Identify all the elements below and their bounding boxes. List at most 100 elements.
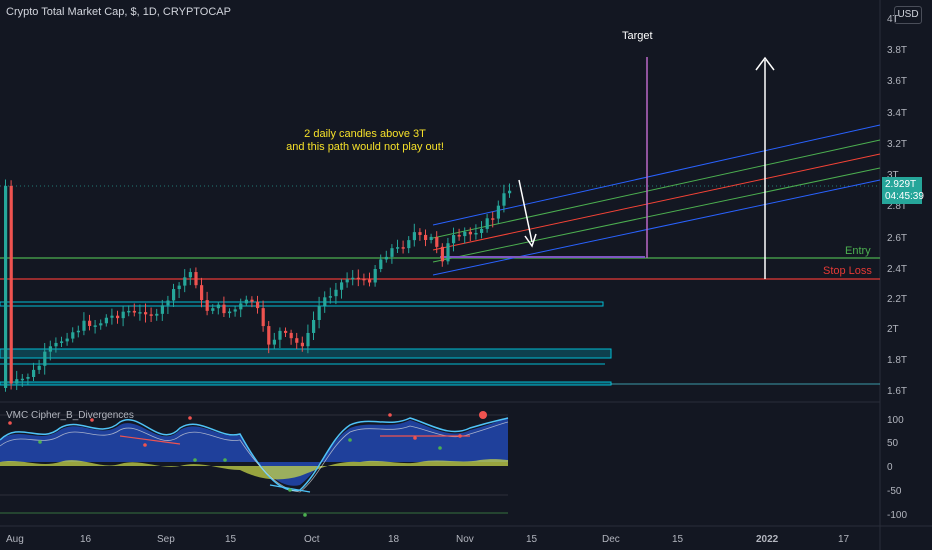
candle bbox=[244, 299, 248, 304]
entry-label: Entry bbox=[845, 245, 871, 257]
candle bbox=[278, 330, 282, 340]
price-axis-label: 3.4T bbox=[887, 108, 907, 119]
indicator-title[interactable]: VMC Cipher_B_Divergences bbox=[6, 410, 134, 421]
candle bbox=[295, 338, 299, 343]
currency-button[interactable]: USD bbox=[894, 6, 922, 24]
candle bbox=[138, 312, 142, 314]
candle bbox=[340, 282, 344, 290]
candle bbox=[26, 376, 30, 379]
time-axis-label: 15 bbox=[225, 534, 237, 545]
stop-loss-label: Stop Loss bbox=[823, 265, 872, 277]
candle bbox=[88, 320, 92, 326]
candle bbox=[99, 323, 103, 326]
candle bbox=[345, 279, 349, 283]
candle bbox=[216, 304, 220, 309]
candle bbox=[328, 296, 332, 298]
time-axis-label: Oct bbox=[304, 534, 320, 545]
price-axis-label: 4T bbox=[887, 14, 899, 25]
candle bbox=[60, 341, 64, 343]
price-axis[interactable]: 4T 3.8T 3.6T 3.4T 3.2T 3T 2.8T 2.6T 2.4T 2.2T 2T 1.… bbox=[887, 14, 907, 397]
time-axis-label: 2022 bbox=[756, 534, 779, 545]
time-axis[interactable]: Aug 16 Sep 15 Oct 18 Nov 15 Dec 15 2022 17 bbox=[6, 534, 850, 545]
candle bbox=[239, 303, 243, 310]
price-axis-label: 3.2T bbox=[887, 139, 907, 150]
candle bbox=[9, 185, 13, 384]
candle bbox=[418, 232, 422, 235]
candle bbox=[177, 285, 181, 290]
candle bbox=[93, 325, 97, 327]
candle bbox=[132, 310, 136, 313]
current-price: 2.929T bbox=[885, 179, 917, 190]
note-line-1: 2 daily candles above 3T bbox=[304, 128, 426, 140]
price-axis-label: 2.6T bbox=[887, 233, 907, 244]
time-axis-label: 15 bbox=[526, 534, 538, 545]
candle bbox=[384, 256, 388, 260]
indicator-axis-label: 50 bbox=[887, 438, 899, 449]
candle bbox=[396, 247, 400, 249]
candle-countdown: 04:45:39 bbox=[885, 191, 924, 202]
indicator-axis-label: 0 bbox=[887, 462, 893, 473]
candle bbox=[211, 308, 215, 311]
candle bbox=[188, 272, 192, 278]
candle bbox=[228, 311, 232, 314]
candle bbox=[424, 234, 428, 241]
candle bbox=[104, 317, 108, 324]
candle bbox=[15, 379, 19, 384]
candle bbox=[160, 305, 164, 314]
pitchfork-channel bbox=[432, 124, 881, 276]
candle bbox=[496, 205, 500, 219]
candle bbox=[435, 236, 439, 247]
candle bbox=[200, 285, 204, 301]
candle bbox=[43, 351, 47, 366]
indicator-axis-label: 100 bbox=[887, 415, 904, 426]
candle bbox=[390, 248, 394, 257]
price-axis-label: 3.6T bbox=[887, 76, 907, 87]
indicator-pane[interactable] bbox=[0, 411, 509, 517]
candle bbox=[429, 236, 433, 241]
candle bbox=[37, 365, 41, 370]
candle bbox=[485, 218, 489, 229]
time-axis-label: Dec bbox=[602, 534, 620, 545]
candlestick-series[interactable] bbox=[4, 179, 512, 392]
time-axis-label: 18 bbox=[388, 534, 400, 545]
candle bbox=[76, 330, 80, 333]
candle bbox=[256, 301, 260, 309]
candle bbox=[446, 243, 450, 262]
candle bbox=[323, 297, 327, 306]
candle bbox=[82, 320, 86, 331]
candle bbox=[20, 378, 24, 381]
target-label: Target bbox=[622, 30, 653, 42]
candle bbox=[149, 314, 153, 316]
price-axis-label: 1.8T bbox=[887, 355, 907, 366]
candle bbox=[317, 305, 321, 320]
price-axis-label: 1.6T bbox=[887, 386, 907, 397]
candle bbox=[172, 289, 176, 301]
time-axis-label: 15 bbox=[672, 534, 684, 545]
candle bbox=[250, 299, 254, 302]
candle bbox=[401, 247, 405, 249]
candle bbox=[468, 231, 472, 235]
candle bbox=[284, 330, 288, 333]
candle bbox=[205, 300, 209, 311]
time-axis-label: Nov bbox=[456, 534, 474, 545]
candle bbox=[368, 279, 372, 283]
candle bbox=[32, 369, 36, 377]
candle bbox=[300, 342, 304, 347]
candle bbox=[194, 272, 198, 286]
candle bbox=[440, 246, 444, 262]
candle bbox=[121, 311, 125, 319]
annotation-note: 2 daily candles above 3T and this path w… bbox=[250, 128, 480, 154]
candle bbox=[351, 277, 355, 280]
candle bbox=[54, 342, 58, 347]
candle bbox=[222, 304, 226, 314]
candle bbox=[166, 300, 170, 306]
candle bbox=[110, 315, 114, 318]
indicator-axis-label: -100 bbox=[887, 510, 907, 521]
candle bbox=[65, 338, 69, 342]
time-axis-label: Aug bbox=[6, 534, 24, 545]
projection-arrows bbox=[518, 56, 775, 279]
note-line-2: and this path would not play out! bbox=[286, 141, 444, 153]
candle bbox=[306, 332, 310, 347]
current-price-badge: 2.929T 04:45:39 bbox=[882, 177, 924, 204]
